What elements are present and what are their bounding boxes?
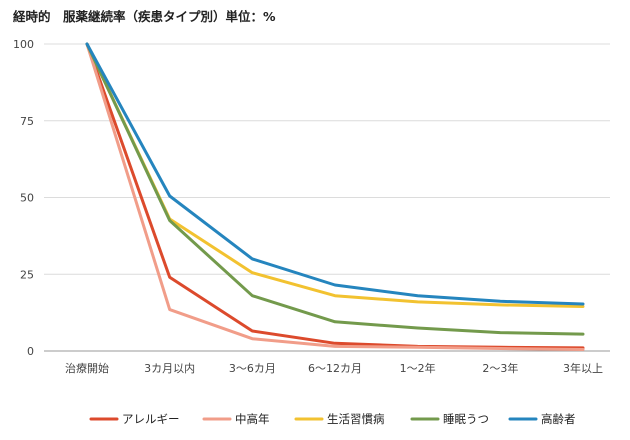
y-tick-label: 0 [27,345,34,358]
series-line [85,42,585,351]
x-tick-label: 6～12カ月 [308,362,362,375]
x-tick-label: 3～6カ月 [229,362,276,375]
y-tick-label: 75 [20,115,34,128]
chart-title: 経時的 服薬継続率（疾患タイプ別）単位：% [13,9,276,24]
legend-label: 睡眠うつ [443,412,489,426]
series-line [85,42,585,308]
legend-label: 生活習慣病 [327,412,385,426]
x-tick-label: 3カ月以内 [144,361,195,375]
x-tick-label: 治療開始 [65,361,109,375]
x-tick-label: 3年以上 [563,361,603,375]
legend-label: アレルギー [122,412,180,426]
x-tick-label: 2～3年 [482,361,518,375]
series-line [85,42,585,336]
y-tick-label: 50 [20,192,34,205]
legend-label: 中高年 [235,412,270,426]
x-tick-label: 1～2年 [400,361,436,375]
y-tick-label: 100 [13,38,34,51]
series-line [85,42,585,306]
legend-label: 高齢者 [541,412,576,426]
y-tick-label: 25 [20,268,34,281]
